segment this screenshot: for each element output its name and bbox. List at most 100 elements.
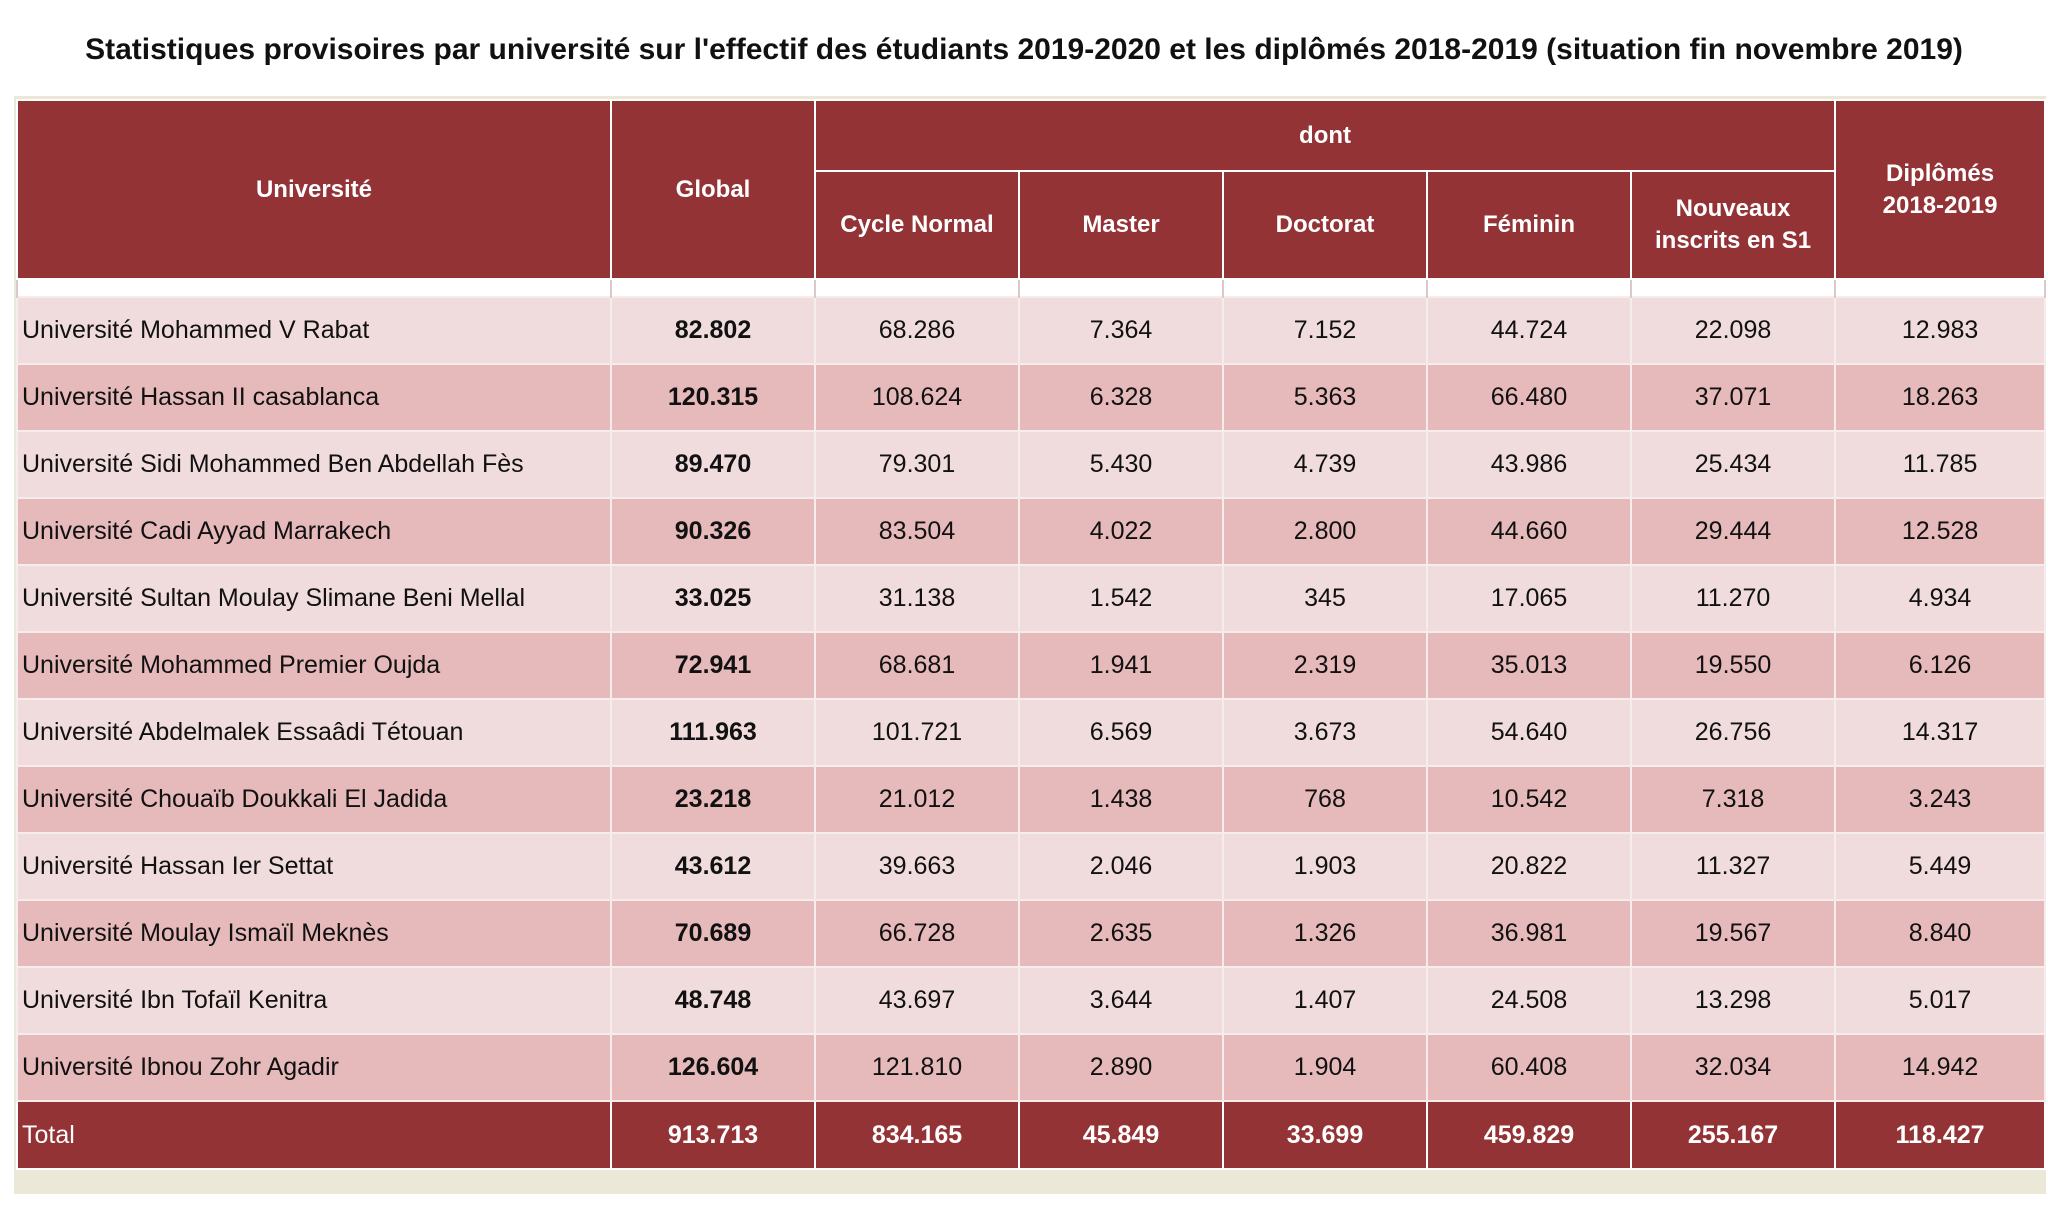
total-cell-diplomes: 118.427: [1834, 1100, 2047, 1170]
cell-cycle-normal: 31.138: [814, 564, 1020, 633]
cell-cycle-normal: 121.810: [814, 1033, 1020, 1102]
cell-doctorat: 768: [1222, 765, 1428, 834]
cell-global: 120.315: [610, 363, 816, 432]
cell-nouveaux: 11.270: [1629, 564, 1837, 633]
cell-university: Université Ibnou Zohr Agadir: [16, 1033, 612, 1102]
cell-nouveaux: 19.567: [1629, 899, 1837, 968]
cell-global: 111.963: [610, 698, 816, 767]
table-row: Université Chouaïb Doukkali El Jadida 23.…: [16, 765, 2047, 834]
total-cell-cycle-normal: 834.165: [814, 1100, 1020, 1170]
cell-diplomes: 11.785: [1834, 430, 2047, 499]
cell-nouveaux: 13.298: [1629, 966, 1837, 1035]
table-row: Université Hassan II casablanca 120.315 10…: [16, 363, 2047, 432]
cell-cycle-normal: 39.663: [814, 832, 1020, 901]
cell-master: 1.542: [1018, 564, 1224, 633]
cell-global: 43.612: [610, 832, 816, 901]
cell-master: 6.328: [1018, 363, 1224, 432]
cell-diplomes: 5.017: [1834, 966, 2047, 1035]
cell-cycle-normal: 68.286: [814, 296, 1020, 365]
cell-global: 70.689: [610, 899, 816, 968]
cell-university: Université Hassan II casablanca: [16, 363, 612, 432]
header-diplomes-line1: Diplômés: [1886, 159, 1995, 187]
cell-feminin: 35.013: [1426, 631, 1632, 700]
total-cell-global: 913.713: [610, 1100, 816, 1170]
table-row: Université Sultan Moulay Slimane Beni Me…: [16, 564, 2047, 633]
cell-university: Université Sultan Moulay Slimane Beni Me…: [16, 564, 612, 633]
total-cell-feminin: 459.829: [1426, 1100, 1632, 1170]
cell-cycle-normal: 83.504: [814, 497, 1020, 566]
table-row: Université Mohammed V Rabat 82.802 68.286 7…: [16, 296, 2047, 365]
cell-master: 2.046: [1018, 832, 1224, 901]
cell-doctorat: 5.363: [1222, 363, 1428, 432]
cell-global: 72.941: [610, 631, 816, 700]
cell-feminin: 24.508: [1426, 966, 1632, 1035]
cell-cycle-normal: 21.012: [814, 765, 1020, 834]
table-row: Université Mohammed Premier Oujda 72.941 6…: [16, 631, 2047, 700]
statistics-table: Université Global dont Diplômés 2018-2019…: [16, 99, 2047, 1170]
header-doctorat: Doctorat: [1222, 170, 1428, 280]
table-header: Université Global dont Diplômés 2018-2019…: [16, 99, 2047, 280]
cell-feminin: 43.986: [1426, 430, 1632, 499]
cell-feminin: 44.660: [1426, 497, 1632, 566]
cell-cycle-normal: 43.697: [814, 966, 1020, 1035]
cell-doctorat: 1.407: [1222, 966, 1428, 1035]
cell-doctorat: 2.800: [1222, 497, 1428, 566]
total-cell-doctorat: 33.699: [1222, 1100, 1428, 1170]
cell-nouveaux: 29.444: [1629, 497, 1837, 566]
cell-diplomes: 12.528: [1834, 497, 2047, 566]
table-row: Université Ibn Tofaïl Kenitra 48.748 43.69…: [16, 966, 2047, 1035]
table-row: Université Hassan Ier Settat 43.612 39.663…: [16, 832, 2047, 901]
header-spacer-row: [16, 279, 2047, 297]
cell-master: 4.022: [1018, 497, 1224, 566]
cell-cycle-normal: 68.681: [814, 631, 1020, 700]
cell-feminin: 36.981: [1426, 899, 1632, 968]
cell-university: Université Hassan Ier Settat: [16, 832, 612, 901]
cell-diplomes: 8.840: [1834, 899, 2047, 968]
cell-nouveaux: 22.098: [1629, 296, 1837, 365]
cell-doctorat: 345: [1222, 564, 1428, 633]
header-nouveaux-line1: Nouveaux: [1675, 195, 1791, 222]
cell-doctorat: 4.739: [1222, 430, 1428, 499]
header-university: Université: [16, 99, 612, 280]
total-row: Total 913.713 834.165 45.849 33.699 459.829 25…: [16, 1100, 2047, 1170]
cell-master: 2.890: [1018, 1033, 1224, 1102]
header-diplomes: Diplômés 2018-2019: [1834, 99, 2047, 280]
cell-master: 6.569: [1018, 698, 1224, 767]
cell-feminin: 10.542: [1426, 765, 1632, 834]
cell-cycle-normal: 108.624: [814, 363, 1020, 432]
cell-master: 7.364: [1018, 296, 1224, 365]
cell-feminin: 44.724: [1426, 296, 1632, 365]
cell-diplomes: 18.263: [1834, 363, 2047, 432]
cell-nouveaux: 19.550: [1629, 631, 1837, 700]
cell-global: 48.748: [610, 966, 816, 1035]
cell-feminin: 66.480: [1426, 363, 1632, 432]
cell-doctorat: 1.904: [1222, 1033, 1428, 1102]
cell-global: 89.470: [610, 430, 816, 499]
table-row: Université Abdelmalek Essaâdi Tétouan 111…: [16, 698, 2047, 767]
cell-feminin: 54.640: [1426, 698, 1632, 767]
table-body: Université Mohammed V Rabat 82.802 68.286 7…: [16, 279, 2047, 1170]
cell-master: 1.438: [1018, 765, 1224, 834]
cell-university: Université Cadi Ayyad Marrakech: [16, 497, 612, 566]
cell-doctorat: 1.326: [1222, 899, 1428, 968]
cell-master: 1.941: [1018, 631, 1224, 700]
header-cycle-normal: Cycle Normal: [814, 170, 1020, 280]
cell-nouveaux: 25.434: [1629, 430, 1837, 499]
cell-university: Université Chouaïb Doukkali El Jadida: [16, 765, 612, 834]
cell-doctorat: 1.903: [1222, 832, 1428, 901]
cell-doctorat: 2.319: [1222, 631, 1428, 700]
cell-diplomes: 4.934: [1834, 564, 2047, 633]
cell-university: Université Ibn Tofaïl Kenitra: [16, 966, 612, 1035]
header-master: Master: [1018, 170, 1224, 280]
cell-feminin: 17.065: [1426, 564, 1632, 633]
header-dont: dont: [813, 99, 1837, 172]
cell-feminin: 20.822: [1426, 832, 1632, 901]
header-feminin: Féminin: [1426, 170, 1632, 280]
cell-master: 3.644: [1018, 966, 1224, 1035]
cell-diplomes: 12.983: [1834, 296, 2047, 365]
cell-nouveaux: 32.034: [1629, 1033, 1837, 1102]
cell-nouveaux: 7.318: [1629, 765, 1837, 834]
cell-nouveaux: 26.756: [1629, 698, 1837, 767]
cell-nouveaux: 11.327: [1629, 832, 1837, 901]
table-row: Université Sidi Mohammed Ben Abdellah Fè…: [16, 430, 2047, 499]
